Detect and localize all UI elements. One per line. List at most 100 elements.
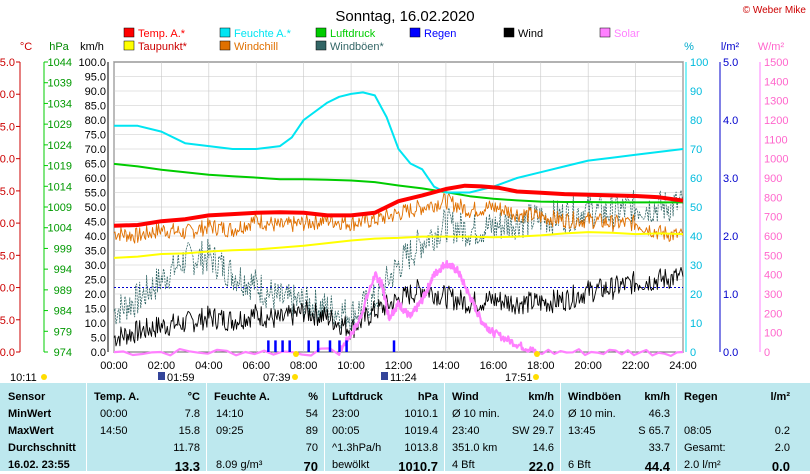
wind-tick-label: 40.0 [85,231,106,243]
solar-tick-label: 1200 [764,115,788,127]
solar-series-line [113,259,684,357]
solar-tick-label: 600 [764,231,782,243]
wind-series-line [113,266,684,347]
press-value: 1010.7 [398,459,438,474]
rain-bar [392,340,396,352]
temp-value: 13.3 [174,459,200,474]
time-tick-label: 04:00 [195,360,223,372]
wind-tick-label: 70.0 [85,144,106,156]
sun-icon [533,374,539,380]
moon-icon [381,372,388,380]
hum-value: 70 [303,459,318,474]
time-tick-label: 18:00 [527,360,555,372]
row-label: 16.02. 23:55 [8,459,70,471]
gust-detail: 13:45 [568,425,596,437]
solar-tick-label: 1000 [764,154,788,166]
time-tick-label: 02:00 [148,360,176,372]
temp-tick-label: 25.0 [0,121,15,133]
rain-tick-label: 4.0 [723,115,738,127]
humidity-tick-label: 30 [690,260,702,272]
header-wind-unit: km/h [528,391,554,403]
rain-unit: l/m² [721,41,740,53]
wind-tick-label: 80.0 [85,115,106,127]
wind-value: SW 29.7 [511,425,554,437]
legend-label: Solar [614,28,640,40]
time-tick-label: 20:00 [574,360,602,372]
legend-label: Regen [424,28,456,40]
wind-value: 22.0 [528,459,554,474]
solar-unit: W/m² [758,41,785,53]
table-separator [560,383,561,471]
moon-icon [158,372,165,380]
legend-swatch [599,27,611,38]
rain-bar [316,340,320,352]
noon-marker: 11:24 [390,372,417,383]
grid [113,61,684,353]
temp-time: 14:50 [100,425,128,437]
wind-tick-label: 25.0 [85,275,106,287]
rain-value: 0.0 [771,459,790,474]
humidity-tick-label: 70 [690,144,702,156]
pressure-tick-label: 994 [54,264,72,276]
legend-swatch [315,27,327,38]
wind-tick-label: 60.0 [85,173,106,185]
chart-title: Sonntag, 16.02.2020 [335,8,474,25]
pressure-tick-label: 1024 [48,140,72,152]
rain-tick-label: 0.0 [723,347,738,359]
temp-tick-label: 15.0 [0,186,15,198]
legend-label: Taupunkt* [138,41,188,53]
legend-swatch [315,40,327,51]
rain-detail: Gesamt: [684,442,726,454]
humidity-tick-label: 90 [690,86,702,98]
header-hum-unit: % [308,391,318,403]
rain-bar [288,340,291,352]
time-tick-label: 08:00 [290,360,318,372]
temp-tick-label: 20.0 [0,154,15,166]
wind-tick-label: 65.0 [85,159,106,171]
temp-time: 00:00 [100,408,128,420]
sunrise-time: 07:39 [263,372,291,383]
temp-tick-label: 0.0 [0,283,15,295]
sun-icon [293,351,299,357]
solar-tick-label: 1400 [764,76,788,88]
solar-tick-label: 400 [764,270,782,282]
legend-label: Feuchte A.* [234,28,292,40]
rain-bar [274,340,277,352]
wind-tick-label: 30.0 [85,260,106,272]
wind-tick-label: 75.0 [85,130,106,142]
hum-value: 89 [305,425,318,437]
gust-detail: 6 Bft [568,459,591,471]
solar-tick-label: 500 [764,250,782,262]
gust-detail: Ø 10 min. [568,408,616,420]
time-tick-label: 00:00 [100,360,128,372]
rain-bar [267,340,270,352]
rain-value: 2.0 [774,442,790,454]
wind-tick-label: 35.0 [85,246,106,258]
header-temp: Temp. A. [94,391,140,403]
temp-tick-label: 30.0 [0,89,15,101]
pressure-tick-label: 1029 [48,119,72,131]
humidity-tick-label: 40 [690,231,702,243]
legend-swatch [503,27,515,38]
press-time: bewölkt [332,459,370,471]
header-hum: Feuchte A. [214,391,270,403]
sun-icon [534,351,540,357]
legend-label: Luftdruck [330,28,376,40]
time-tick-label: 16:00 [480,360,508,372]
wind-detail: 351.0 km [452,442,498,454]
pressure-tick-label: 1009 [48,202,72,214]
rain-value: 0.2 [774,425,790,437]
wind-tick-label: 0.0 [91,347,106,359]
pressure-tick-label: 1019 [48,161,72,173]
press-value: 1010.1 [404,408,438,420]
header-temp-unit: °C [187,391,200,403]
humidity-unit: % [684,41,694,53]
header-press: Luftdruck [332,391,383,403]
gust-value: 33.7 [648,442,670,454]
pressure-tick-label: 979 [54,326,72,338]
legend-swatch [123,40,135,51]
wind-detail: 4 Bft [452,459,475,471]
row-label: Durchschnitt [8,442,76,454]
table-separator [676,383,677,471]
time-tick-label: 24:00 [669,360,697,372]
